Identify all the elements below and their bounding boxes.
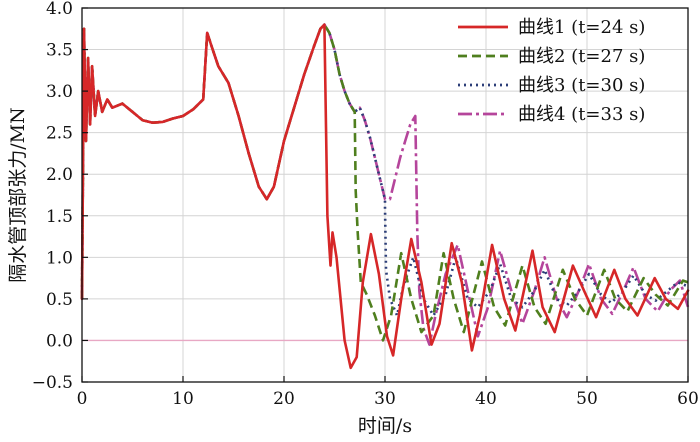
series-layer — [80, 23, 690, 370]
x-tick-label: 60 — [677, 389, 699, 409]
y-tick-label: 3.0 — [46, 82, 73, 102]
legend-label-1: 曲线1 (t=24 s) — [518, 17, 645, 38]
y-tick-label: 1.0 — [46, 248, 73, 268]
y-tick-label: −0.5 — [32, 373, 73, 393]
axis-ticks: 0 10 20 30 40 50 60 −0.5 0.0 0.5 1.0 1.5 2.0 2.5 3.0 3.… — [32, 0, 699, 409]
x-tick-label: 0 — [77, 389, 88, 409]
y-axis-label: 隔水管顶部张力/MN — [7, 107, 29, 282]
y-tick-label: 2.5 — [46, 124, 73, 144]
x-tick-label: 30 — [374, 389, 396, 409]
y-tick-label: 4.0 — [46, 0, 73, 19]
legend-label-3: 曲线3 (t=30 s) — [518, 75, 645, 96]
legend-label-2: 曲线2 (t=27 s) — [518, 46, 645, 67]
x-tick-label: 20 — [273, 389, 295, 409]
x-tick-label: 40 — [475, 389, 497, 409]
x-tick-label: 10 — [172, 389, 194, 409]
legend-label-4: 曲线4 (t=33 s) — [518, 104, 645, 125]
y-tick-label: 3.5 — [46, 41, 73, 61]
y-tick-label: 1.5 — [46, 207, 73, 227]
y-tick-label: 0.0 — [46, 331, 73, 351]
x-axis-label: 时间/s — [358, 415, 412, 437]
x-tick-label: 50 — [576, 389, 598, 409]
series-1-line — [80, 23, 690, 370]
y-tick-label: 0.5 — [46, 290, 73, 310]
legend: 曲线1 (t=24 s) 曲线2 (t=27 s) 曲线3 (t=30 s) 曲线4 … — [458, 17, 645, 125]
y-tick-label: 2.0 — [46, 165, 73, 185]
